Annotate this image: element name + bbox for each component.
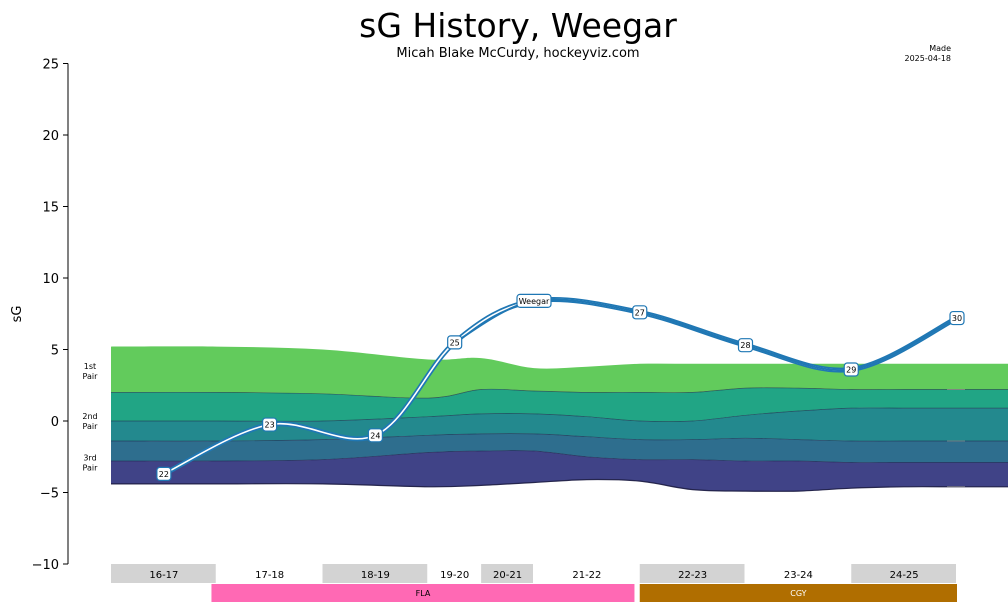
season-shade (481, 564, 533, 583)
y-tick-label: 10 (42, 272, 59, 287)
band-5 (111, 450, 1008, 492)
y-tick-label: 5 (51, 344, 59, 359)
y-tick-label: −5 (40, 487, 59, 502)
band-1 (111, 346, 1008, 399)
y-axis-label: sG (10, 306, 25, 323)
point-marker (447, 335, 463, 350)
band-edge-4 (110, 450, 1008, 463)
season-label: 17-18 (255, 570, 284, 581)
season-label: 23-24 (784, 570, 813, 581)
player-point: 29 (843, 362, 859, 377)
point-marker (843, 362, 859, 377)
season-cell: 18-19 (322, 564, 428, 583)
band-edge-3 (110, 433, 1008, 442)
point-label: 30 (952, 314, 962, 323)
made-date: 2025-04-18 (905, 54, 952, 63)
season-cell: 17-18 (255, 570, 284, 581)
band-edge-5 (111, 478, 1008, 492)
player-point: Weegar (516, 293, 552, 308)
band-4 (111, 433, 1008, 463)
point-label: 22 (159, 470, 169, 479)
season-shade (851, 564, 956, 583)
band-edge-2 (110, 407, 1008, 422)
point-marker (949, 310, 965, 326)
band-2 (111, 387, 1008, 422)
pair-label-line2: Pair (83, 463, 99, 472)
y-tick-label: 20 (42, 129, 59, 144)
player-point: 25 (447, 335, 463, 350)
bands-layer (110, 346, 1008, 492)
point-label: 23 (265, 421, 275, 430)
point-marker (367, 428, 383, 443)
player-point: 22 (156, 466, 172, 482)
season-label: 16-17 (149, 570, 178, 581)
pair-label-line2: Pair (83, 422, 99, 431)
pair-label-line1: 3rd (83, 453, 96, 462)
point-marker (516, 293, 552, 308)
point-marker (632, 305, 648, 320)
y-tick-label: 25 (42, 58, 59, 73)
player-point: 28 (737, 338, 754, 353)
player-point: 24 (367, 428, 383, 443)
player-point: 23 (262, 417, 278, 432)
season-shade (639, 564, 745, 583)
reference-lines (947, 389, 965, 488)
y-tick-label: −10 (32, 558, 59, 573)
pair-label-line1: 2nd (82, 412, 97, 421)
point-label: 28 (740, 341, 750, 350)
pair-label-line1: 1st (84, 362, 96, 371)
point-label: 29 (846, 366, 856, 375)
chart-title: sG History, Weegar (359, 6, 677, 45)
y-tick-label: 0 (51, 415, 59, 430)
season-label: 18-19 (361, 570, 390, 581)
y-axis: −10 −5 0 5 10 15 20 25 (32, 58, 69, 573)
point-marker (156, 466, 172, 482)
team-segment: CGY (639, 584, 957, 602)
season-label: 22-23 (678, 570, 707, 581)
team-bar (211, 584, 635, 602)
season-cell: 16-17 (111, 564, 216, 583)
point-marker (737, 338, 754, 353)
point-marker (262, 417, 278, 432)
season-cell: 19-20 (440, 570, 469, 581)
chart-subtitle: Micah Blake McCurdy, hockeyviz.com (396, 46, 639, 61)
team-label: FLA (416, 589, 431, 598)
team-segment: FLA (211, 584, 635, 602)
y-tick-label: 15 (42, 201, 59, 216)
pair-label-line2: Pair (83, 372, 99, 381)
player-point: 27 (632, 305, 648, 320)
season-shade (322, 564, 428, 583)
team-label: CGY (790, 589, 806, 598)
team-bar (639, 584, 957, 602)
season-label: 19-20 (440, 570, 469, 581)
player-point: 30 (949, 310, 965, 326)
season-cell: 21-22 (572, 570, 601, 581)
season-label: 24-25 (890, 570, 919, 581)
point-label: 27 (635, 308, 645, 317)
season-shade (111, 564, 216, 583)
season-label: 20-21 (493, 570, 522, 581)
season-cell: 24-25 (851, 564, 956, 583)
team-bar: FLA CGY (211, 584, 957, 602)
point-label: 25 (450, 338, 460, 347)
season-bar: 16-17 17-18 18-19 19-20 20-21 21-22 22-23 23-24… (111, 564, 956, 583)
point-label: 24 (370, 431, 380, 440)
season-cell: 20-21 (481, 564, 533, 583)
point-label: Weegar (519, 297, 550, 306)
band-3 (111, 407, 1008, 442)
season-cell: 22-23 (639, 564, 745, 583)
season-cell: 23-24 (784, 570, 813, 581)
band-edge-1 (110, 387, 1008, 399)
player-points: 22 23 24 25 Weegar 27 28 29 30 (156, 293, 965, 482)
made-label: Made (929, 44, 951, 53)
season-label: 21-22 (572, 570, 601, 581)
